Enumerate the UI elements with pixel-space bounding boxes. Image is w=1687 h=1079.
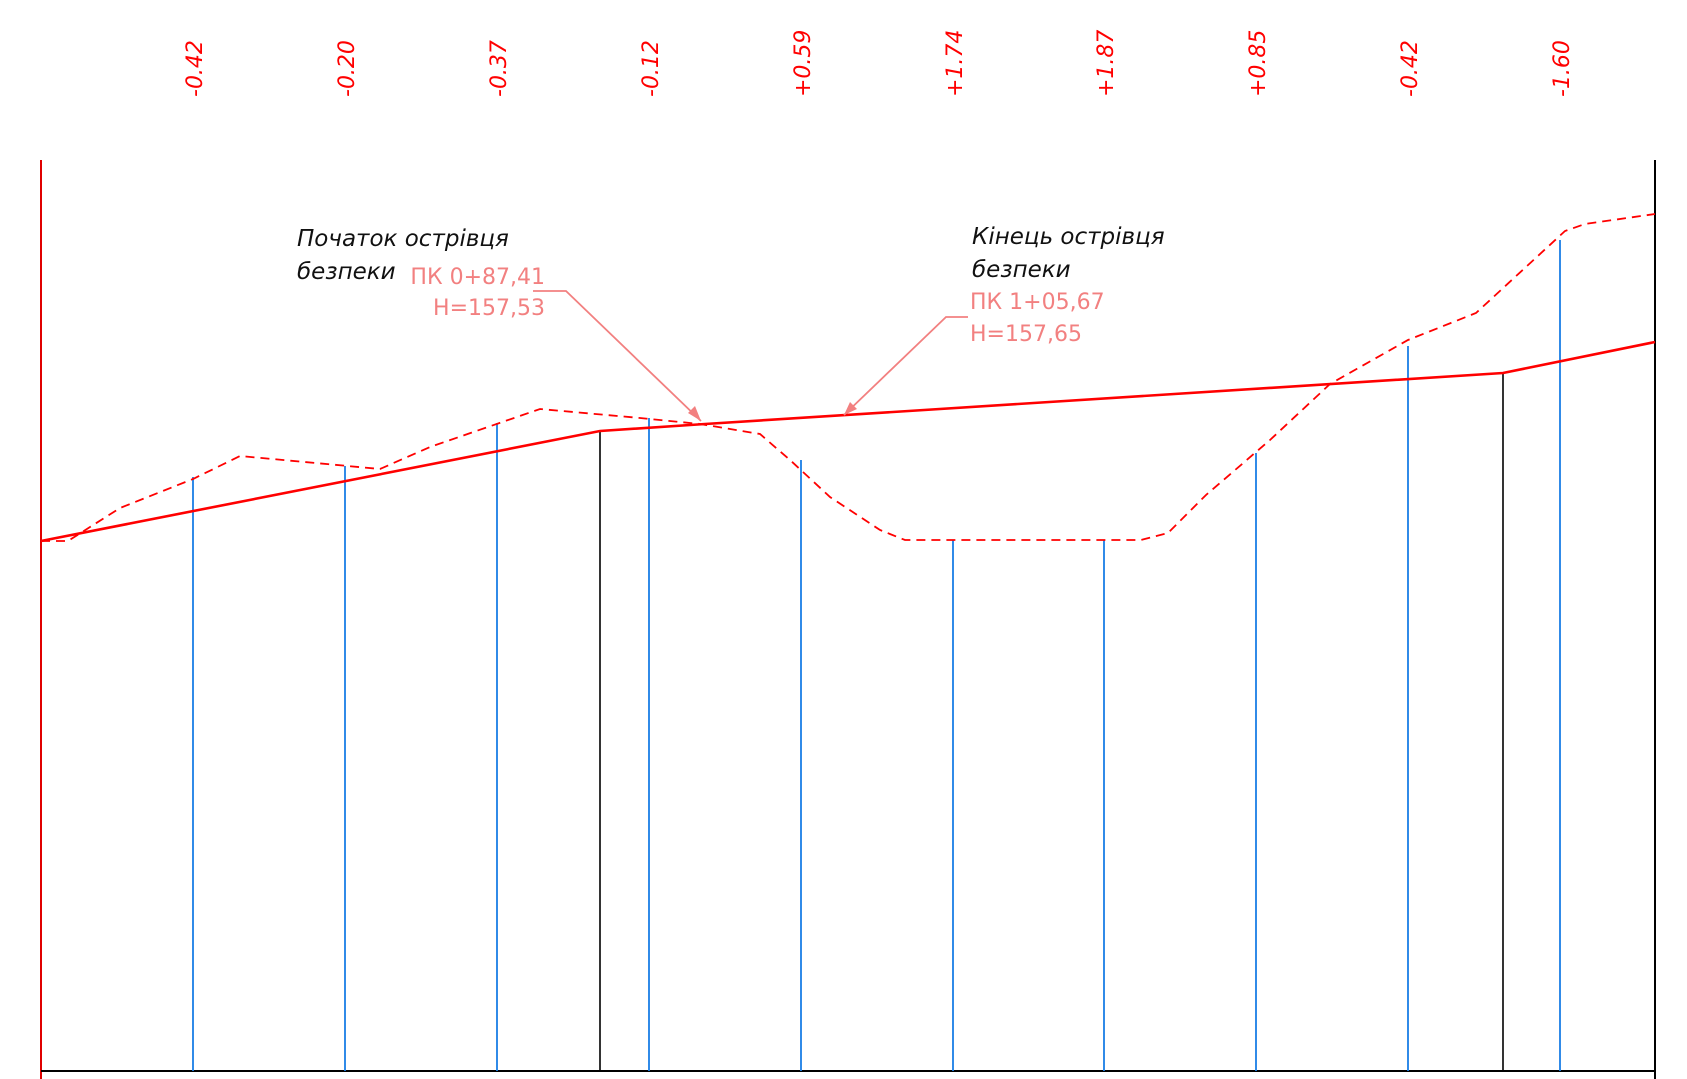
island-start-title: Початок острівця bbox=[297, 226, 509, 252]
end-callout-arrowhead bbox=[844, 402, 857, 415]
elevation-difference-label: -0.42 bbox=[183, 40, 208, 97]
island-start-annotation: Початок острівця безпеки ПК 0+87,41 H=15… bbox=[297, 226, 545, 321]
elevation-difference-label: -0.12 bbox=[639, 40, 664, 97]
elevation-difference-label: -0.42 bbox=[1398, 40, 1423, 97]
end-callout-leader bbox=[843, 316, 968, 416]
island-start-picket: ПК 0+87,41 bbox=[410, 265, 545, 290]
elevation-difference-label: -0.20 bbox=[335, 40, 360, 97]
island-end-annotation: Кінець острівця безпеки ПК 1+05,67 H=157… bbox=[970, 224, 1165, 347]
start-callout-arrowhead bbox=[688, 406, 701, 421]
design-grade-line bbox=[40, 340, 1656, 543]
existing-ground-line bbox=[41, 213, 1656, 542]
station-ordinates bbox=[192, 240, 1561, 1071]
island-start-title-cont: безпеки bbox=[297, 259, 396, 285]
elevation-difference-label: +1.87 bbox=[1094, 30, 1119, 97]
elevation-difference-label: -0.37 bbox=[487, 40, 512, 97]
elevation-difference-label: +0.85 bbox=[1246, 30, 1271, 97]
elevation-difference-label: +0.59 bbox=[791, 30, 816, 97]
island-end-elevation: H=157,65 bbox=[970, 322, 1082, 347]
elevation-difference-row: -0.42 -0.20 -0.37 -0.12 +0.59 +1.74 +1.8… bbox=[183, 30, 1575, 97]
island-end-picket: ПК 1+05,67 bbox=[970, 290, 1105, 315]
island-end-title-cont: безпеки bbox=[972, 257, 1071, 283]
elevation-difference-label: +1.74 bbox=[943, 30, 968, 97]
start-callout-leader bbox=[533, 290, 702, 422]
elevation-difference-label: -1.60 bbox=[1550, 40, 1575, 97]
island-end-title: Кінець острівця bbox=[972, 224, 1165, 250]
island-start-elevation: H=157,53 bbox=[433, 296, 545, 321]
